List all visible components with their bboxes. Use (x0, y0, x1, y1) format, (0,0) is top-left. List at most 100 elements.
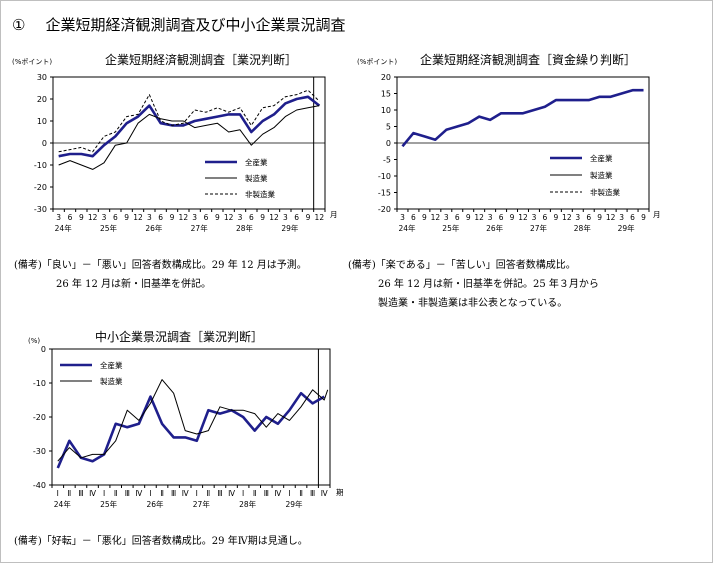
x-tick-label: 6 (249, 213, 254, 222)
year-label: 26年 (145, 223, 163, 233)
x-tick-label: 3 (619, 213, 624, 222)
x-tick-label: 12 (431, 213, 441, 222)
x-tick-label: 3 (102, 213, 107, 222)
x-tick-label: Ⅲ (310, 489, 315, 498)
y-tick-label: -10 (378, 172, 391, 181)
x-tick-label: Ⅳ (228, 489, 235, 498)
y-tick-label: 10 (381, 106, 391, 115)
series-line-thin (58, 105, 320, 170)
y-tick-label: 0 (386, 139, 391, 148)
legend-label: 製造業 (100, 376, 123, 386)
page-heading: ① 企業短期経済観測調査及び中小企業景況調査 (12, 14, 345, 35)
series-line-bold (56, 391, 325, 469)
x-tick-label: 3 (147, 213, 152, 222)
note-line: 製造業・非製造業は非公表となっている。 (378, 298, 568, 309)
chart-sme-conditions: 中小企業景況調査［業況判断］(%)0-10-20-30-40Ⅰ Ⅱ Ⅲ Ⅳ Ⅰ Ⅱ Ⅲ Ⅳ Ⅰ Ⅱ… (28, 329, 344, 509)
x-tick-label: 12 (133, 213, 143, 222)
x-tick-label: Ⅰ (288, 489, 290, 498)
x-tick-label: 9 (641, 213, 646, 222)
y-tick-label: -10 (33, 379, 46, 388)
x-tick-label: Ⅱ (68, 489, 72, 498)
y-unit-label: (%ポイント) (12, 58, 52, 66)
chart2-note: (備考)「楽である」－「苦しい」回答者数構成比。 26 年 12 月は新・旧基準… (348, 256, 599, 313)
x-tick-label: 6 (113, 213, 118, 222)
chart-business-conditions: 企業短期経済観測調査［業況判断］ (%ポイント) 30 20 10 0 -10 -20 -30 3… (12, 52, 338, 233)
chart-title: 企業短期経済観測調査［業況判断］ (105, 52, 297, 67)
x-tick-label: 9 (260, 213, 265, 222)
x-tick-label: 12 (606, 213, 616, 222)
x-tick-label: 9 (215, 213, 220, 222)
year-label: 29年 (281, 223, 299, 233)
x-tick-label: Ⅰ (103, 489, 105, 498)
year-label: 28年 (574, 223, 592, 233)
x-tick-label: Ⅲ (78, 489, 83, 498)
chart3-note: (備考)「好転」－「悪化」回答者数構成比。29 年Ⅳ期は見通し。 (14, 532, 308, 551)
y-tick-label: -15 (378, 189, 391, 198)
y-tick-label: 0 (41, 345, 46, 354)
y-unit-label: (%) (28, 337, 40, 345)
x-tick-label: Ⅳ (321, 489, 328, 498)
y-tick-label: 20 (381, 73, 391, 82)
year-label: 25年 (100, 499, 118, 509)
x-tick-label: 9 (170, 213, 175, 222)
year-label: 26年 (146, 499, 164, 509)
x-tick-label: 9 (124, 213, 129, 222)
y-tick-label: -40 (33, 481, 46, 490)
x-tick-label: Ⅱ (160, 489, 164, 498)
x-tick-label: 9 (553, 213, 558, 222)
x-tick-label: Ⅲ (125, 489, 130, 498)
x-tick-label: Ⅰ (242, 489, 244, 498)
y-tick-label: 5 (386, 123, 391, 132)
year-label: 25年 (442, 223, 460, 233)
x-tick-label: 12 (224, 213, 234, 222)
x-tick-label: 3 (532, 213, 537, 222)
x-tick-label: 12 (269, 213, 279, 222)
x-tick-label: 6 (411, 213, 416, 222)
x-tick-label: 3 (283, 213, 288, 222)
x-tick-label: 12 (518, 213, 528, 222)
series-line-dashed (58, 89, 320, 153)
x-tick-label: Ⅲ (171, 489, 176, 498)
year-label: 27年 (191, 223, 209, 233)
series-line-bold (58, 95, 321, 158)
x-tick-label: Ⅰ (149, 489, 151, 498)
series-line-thin (57, 379, 329, 462)
legend-label: 全産業 (100, 360, 123, 370)
x-unit-label: 月 (330, 210, 338, 219)
x-tick-label: Ⅱ (253, 489, 257, 498)
year-label: 29年 (618, 223, 636, 233)
x-tick-label: Ⅳ (274, 489, 281, 498)
x-tick-label: 9 (510, 213, 515, 222)
y-tick-label: 30 (37, 73, 47, 82)
year-label: 24年 (54, 499, 72, 509)
legend-label: 全産業 (245, 157, 268, 167)
x-tick-label: 9 (306, 213, 311, 222)
year-label: 28年 (236, 223, 254, 233)
x-tick-label: 6 (294, 213, 299, 222)
year-label: 27年 (530, 223, 548, 233)
x-tick-label: Ⅳ (89, 489, 96, 498)
y-tick-label: 20 (37, 95, 47, 104)
x-tick-label: 3 (400, 213, 405, 222)
x-unit-label: 期 (336, 488, 344, 497)
x-tick-label: Ⅱ (299, 489, 303, 498)
y-tick-label: -30 (34, 205, 47, 214)
x-tick-label: 3 (575, 213, 580, 222)
x-tick-label: Ⅱ (114, 489, 118, 498)
x-tick-label: 3 (56, 213, 61, 222)
x-unit-label: 月 (653, 210, 661, 219)
chart-title: 企業短期経済観測調査［資金繰り判断］ (420, 52, 636, 67)
year-label: 24年 (55, 223, 73, 233)
x-tick-label: Ⅲ (264, 489, 269, 498)
x-tick-label: 6 (455, 213, 460, 222)
y-tick-label: -20 (34, 183, 47, 192)
x-tick-label: 3 (238, 213, 243, 222)
series-line-bold (401, 88, 644, 148)
chart-financial-position: 企業短期経済観測調査［資金繰り判断］ (%ポイント) 20 15 10 5 0 -5 -10 -1… (357, 52, 661, 233)
legend-label: 非製造業 (245, 189, 275, 199)
note-line: 26 年 12 月は新・旧基準を併記。25 年３月から (378, 279, 599, 290)
note-line: (備考)「良い」－「悪い」回答者数構成比。29 年 12 月は予測。 (14, 260, 307, 271)
legend-label: 全産業 (590, 153, 613, 163)
x-tick-label: Ⅰ (57, 489, 59, 498)
note-line: 26 年 12 月は新・旧基準を併記。 (56, 279, 211, 290)
